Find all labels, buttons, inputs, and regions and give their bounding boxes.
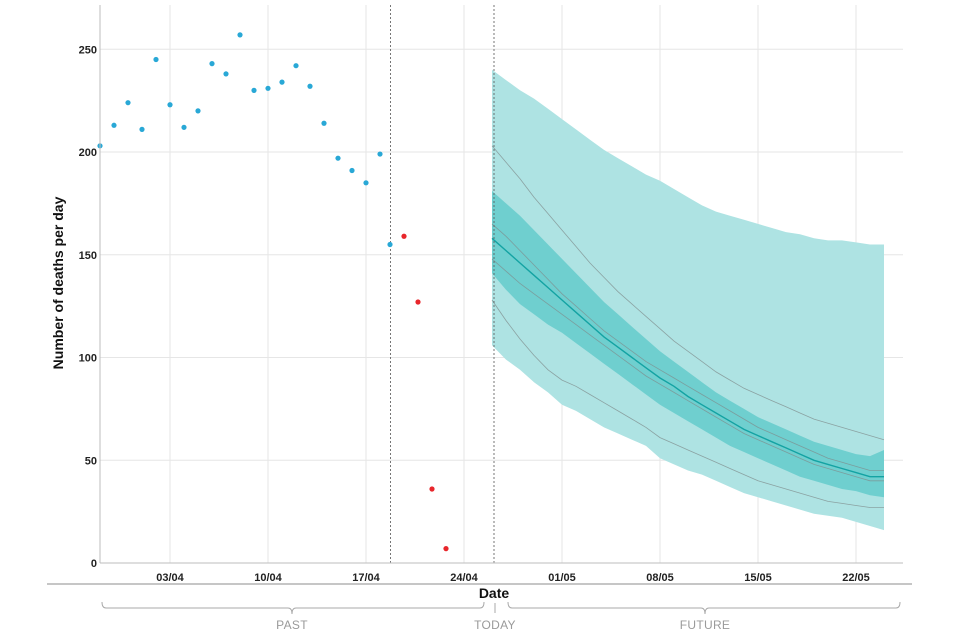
reference-lines xyxy=(390,5,495,563)
axes: 0 50 100 150 200 250 03/04 10/04 17/04 24/04 01/05… xyxy=(47,5,912,585)
y-tick-label: 150 xyxy=(79,250,97,262)
x-tick-label: 15/05 xyxy=(744,572,772,584)
y-axis-title: Number of deaths per day xyxy=(50,196,66,369)
observed-point xyxy=(293,63,299,69)
period-label-past: PAST xyxy=(276,618,308,632)
x-tick-label: 24/04 xyxy=(450,572,478,584)
observed-point xyxy=(181,124,187,130)
incomplete-point xyxy=(401,233,407,239)
incomplete-point xyxy=(429,486,435,492)
y-tick-label: 0 xyxy=(91,558,97,570)
past-bracket xyxy=(101,601,485,615)
observed-point xyxy=(265,85,271,91)
observed-point xyxy=(279,79,285,85)
observed-point xyxy=(321,120,327,126)
observed-point xyxy=(111,122,117,128)
period-label-future: FUTURE xyxy=(680,618,730,632)
observed-point xyxy=(237,32,243,38)
x-tick-label: 17/04 xyxy=(352,572,380,584)
period-label-today: TODAY xyxy=(474,618,516,632)
observed-point xyxy=(251,87,257,93)
observed-point xyxy=(363,180,369,186)
observed-point xyxy=(223,71,229,77)
observed-points xyxy=(97,32,449,552)
observed-point xyxy=(335,155,341,161)
incomplete-point xyxy=(415,299,421,305)
forecast-lines xyxy=(491,145,885,508)
forecast-bands xyxy=(492,69,884,531)
observed-point xyxy=(349,167,355,174)
incomplete-point xyxy=(443,546,449,552)
scenario-high-line xyxy=(491,145,885,441)
y-tick-label: 250 xyxy=(79,44,97,56)
scenario-mid-lower-line xyxy=(491,258,884,482)
observed-point xyxy=(387,241,393,248)
x-tick-label: 03/04 xyxy=(156,572,184,584)
outer-uncertainty-band xyxy=(492,69,884,531)
observed-point xyxy=(195,108,201,114)
y-tick-label: 50 xyxy=(85,455,97,467)
observed-point xyxy=(307,83,313,89)
inner-uncertainty-band xyxy=(492,191,884,498)
observed-point xyxy=(139,126,145,132)
x-axis-title: Date xyxy=(479,585,510,601)
scenario-low-line xyxy=(491,299,884,508)
median-forecast-line xyxy=(491,237,884,478)
observed-point xyxy=(153,56,159,63)
x-tick-label: 10/04 xyxy=(254,572,282,584)
y-tick-label: 100 xyxy=(79,353,97,365)
observed-point xyxy=(125,100,131,106)
scenario-mid-upper-line xyxy=(491,223,884,471)
observed-point xyxy=(167,102,173,108)
future-bracket xyxy=(507,601,901,615)
x-tick-label: 01/05 xyxy=(548,572,576,584)
period-brackets xyxy=(101,601,901,615)
x-tick-label: 22/05 xyxy=(842,572,870,584)
observed-point xyxy=(209,61,215,67)
observed-point xyxy=(377,151,383,157)
x-tick-label: 08/05 xyxy=(646,572,674,584)
y-tick-label: 200 xyxy=(79,147,97,159)
